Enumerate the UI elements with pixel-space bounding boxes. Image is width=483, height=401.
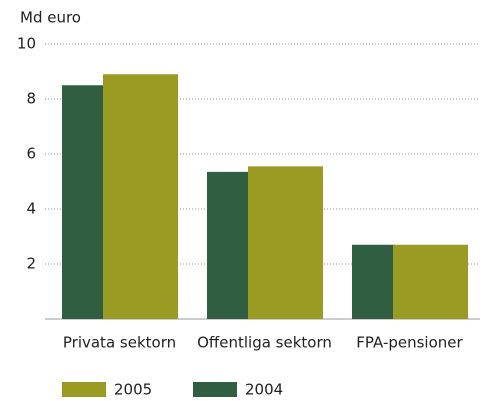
y-tick-label: 8 — [26, 90, 36, 108]
bar — [103, 74, 178, 319]
bar — [207, 171, 250, 319]
y-tick-label: 10 — [17, 35, 36, 53]
legend-swatch — [193, 382, 237, 397]
y-tick-label: 4 — [26, 200, 36, 218]
bar — [393, 244, 468, 319]
x-tick-label: Privata sektorn — [63, 334, 176, 352]
bar — [62, 85, 105, 319]
y-tick-label: 6 — [26, 145, 36, 163]
legend-label: 2005 — [114, 381, 152, 399]
x-tick-label: Offentliga sektorn — [197, 334, 332, 352]
x-tick-label: FPA-pensioner — [356, 334, 463, 352]
y-tick-label: 2 — [26, 255, 36, 273]
legend-label: 2004 — [245, 381, 283, 399]
y-axis-label: Md euro — [20, 9, 81, 27]
legend-swatch — [62, 382, 106, 397]
bar — [352, 244, 395, 319]
bar — [248, 166, 323, 319]
